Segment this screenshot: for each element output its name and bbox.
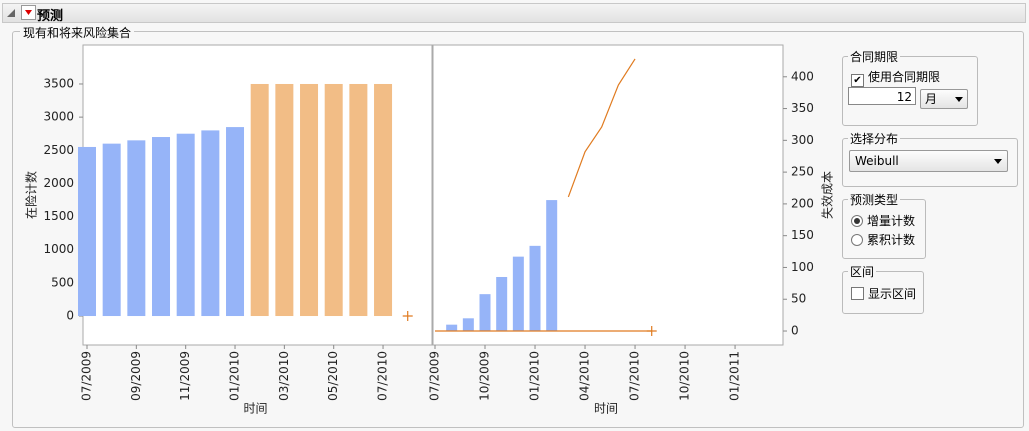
bar — [349, 83, 368, 317]
radio-label: 累积计数 — [867, 233, 916, 247]
y-tick-label: 3000 — [43, 110, 74, 124]
contract-panel — [842, 56, 978, 126]
y-tick-label: 2000 — [43, 176, 74, 190]
x-tick-label: 03/2010 — [277, 351, 291, 401]
x-tick-label: 05/2010 — [326, 351, 340, 401]
bar — [226, 127, 245, 317]
x-tick-label: 07/2009 — [80, 351, 94, 401]
y-axis-title: 失效成本 — [820, 171, 835, 219]
y-tick-label: 350 — [791, 101, 814, 115]
bar — [446, 324, 458, 332]
panel-title: 合同期限 — [848, 48, 901, 65]
x-tick-label: 11/2009 — [178, 351, 192, 401]
bar — [374, 83, 393, 317]
bar — [152, 137, 171, 317]
radio-label: 增量计数 — [867, 214, 916, 228]
y-tick-label: 1000 — [43, 242, 74, 256]
y-tick-label: 0 — [791, 324, 799, 338]
forecast-type-options: 增量计数 累积计数 — [851, 212, 915, 250]
radio-option[interactable]: 增量计数 — [851, 212, 915, 229]
distribution-value: Weibull — [855, 154, 899, 168]
x-axis-title: 时间 — [594, 402, 618, 416]
y-tick-label: 500 — [51, 275, 74, 289]
x-tick-label: 01/2010 — [228, 351, 242, 401]
group-title: 现有和将来风险集合 — [20, 24, 135, 41]
x-tick-label: 04/2010 — [578, 351, 592, 401]
x-tick-label: 01/2011 — [728, 351, 742, 401]
x-tick-label: 07/2010 — [628, 351, 642, 401]
bar — [275, 83, 294, 317]
interval-checkbox[interactable]: 显示区间 — [851, 285, 916, 302]
x-axis-title: 时间 — [243, 402, 267, 416]
x-tick-label: 07/2009 — [428, 351, 442, 401]
checkbox-label: 使用合同期限 — [868, 70, 941, 84]
plus-marker — [402, 311, 413, 322]
menu-icon[interactable] — [21, 5, 36, 20]
unit-select[interactable]: 月 — [920, 89, 968, 109]
bar — [324, 83, 343, 317]
bar — [462, 318, 474, 332]
y-tick-label: 50 — [791, 292, 806, 306]
y-tick-label: 400 — [791, 69, 814, 83]
panel-title: 预测类型 — [848, 191, 901, 208]
bar — [78, 146, 96, 317]
y-tick-label: 1500 — [43, 209, 74, 223]
panel-title: 选择分布 — [848, 130, 901, 147]
checkbox-label: 显示区间 — [868, 287, 917, 301]
collapse-icon[interactable] — [6, 7, 18, 19]
x-tick-label: 09/2009 — [129, 351, 143, 401]
panel-title: 区间 — [848, 263, 877, 280]
bar — [479, 294, 491, 332]
unit-value: 月 — [925, 92, 938, 106]
y-tick-label: 2500 — [43, 143, 74, 157]
x-tick-label: 01/2010 — [528, 351, 542, 401]
distribution-panel — [842, 138, 1018, 187]
bar — [529, 245, 541, 332]
x-tick-label: 10/2009 — [478, 351, 492, 401]
y-tick-label: 250 — [791, 165, 814, 179]
bar — [512, 256, 524, 332]
y-tick-label: 100 — [791, 260, 814, 274]
y-tick-label: 150 — [791, 228, 814, 242]
y-axis-title: 在险计数 — [24, 171, 39, 219]
y-tick-label: 300 — [791, 133, 814, 147]
bar — [300, 83, 319, 317]
bar — [102, 143, 121, 317]
y-tick-label: 0 — [66, 309, 74, 323]
y-tick-label: 3500 — [43, 76, 74, 90]
y-tick-label: 200 — [791, 196, 814, 210]
distribution-select[interactable]: Weibull — [849, 150, 1008, 172]
amount-input[interactable]: 12 — [848, 87, 916, 105]
line — [567, 58, 636, 198]
bar — [496, 276, 508, 332]
bar — [546, 200, 558, 332]
x-tick-label: 10/2010 — [678, 351, 692, 401]
bar — [201, 130, 220, 317]
interval-panel — [842, 271, 924, 314]
bar — [250, 83, 269, 317]
header-title: 预测 — [37, 9, 64, 24]
group-frame — [12, 31, 1024, 428]
bar — [176, 133, 195, 317]
contract-checkbox[interactable]: ✔ 使用合同期限 — [851, 68, 940, 87]
radio-option[interactable]: 累积计数 — [851, 231, 915, 248]
plot-area — [432, 44, 784, 346]
report-header: 预测 — [2, 3, 1026, 24]
bar — [127, 140, 146, 317]
x-tick-label: 07/2010 — [376, 351, 390, 401]
plus-marker — [646, 326, 657, 337]
